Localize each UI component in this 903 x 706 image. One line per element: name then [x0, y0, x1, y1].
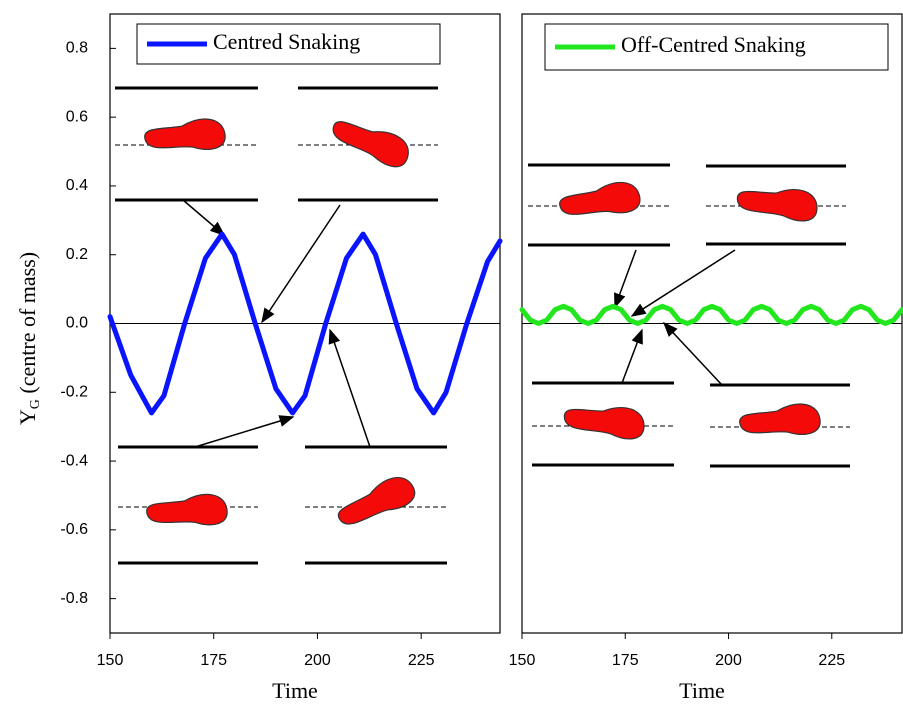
- y-tick-label: 0.6: [66, 108, 88, 125]
- y-tick-label: -0.2: [60, 383, 88, 400]
- y-tick-label: 0.4: [66, 177, 88, 194]
- x-tick-label: 200: [304, 652, 331, 669]
- x-tick-label: 150: [97, 652, 124, 669]
- y-tick-label: -0.6: [60, 521, 88, 538]
- x-axis-label: Time: [272, 678, 318, 703]
- y-tick-label: -0.4: [60, 452, 88, 469]
- y-axis-label: YG (centre of mass): [15, 252, 43, 425]
- y-tick-label: 0.8: [66, 40, 88, 57]
- x-tick-label: 150: [509, 652, 536, 669]
- y-axis-label-rest: (centre of mass): [15, 252, 40, 399]
- y-tick-label: 0.0: [66, 315, 88, 332]
- x-tick-label: 225: [408, 652, 435, 669]
- insets: [115, 86, 850, 565]
- y-tick-label: -0.8: [60, 590, 88, 607]
- x-axis-label: Time: [679, 678, 725, 703]
- x-tick-label: 200: [715, 652, 742, 669]
- x-tick-label: 175: [200, 652, 227, 669]
- legend-box: [136, 23, 441, 65]
- y-axis-label-main: Y: [15, 409, 40, 425]
- x-tick-label: 225: [818, 652, 845, 669]
- x-tick-label: 175: [612, 652, 639, 669]
- y-tick-label: 0.2: [66, 246, 88, 263]
- legend-label: Centred Snaking: [213, 29, 360, 54]
- y-axis-label-sub: G: [28, 399, 43, 409]
- series-line: [519, 303, 903, 326]
- legend-label: Off-Centred Snaking: [621, 32, 806, 57]
- series-line: [107, 231, 503, 416]
